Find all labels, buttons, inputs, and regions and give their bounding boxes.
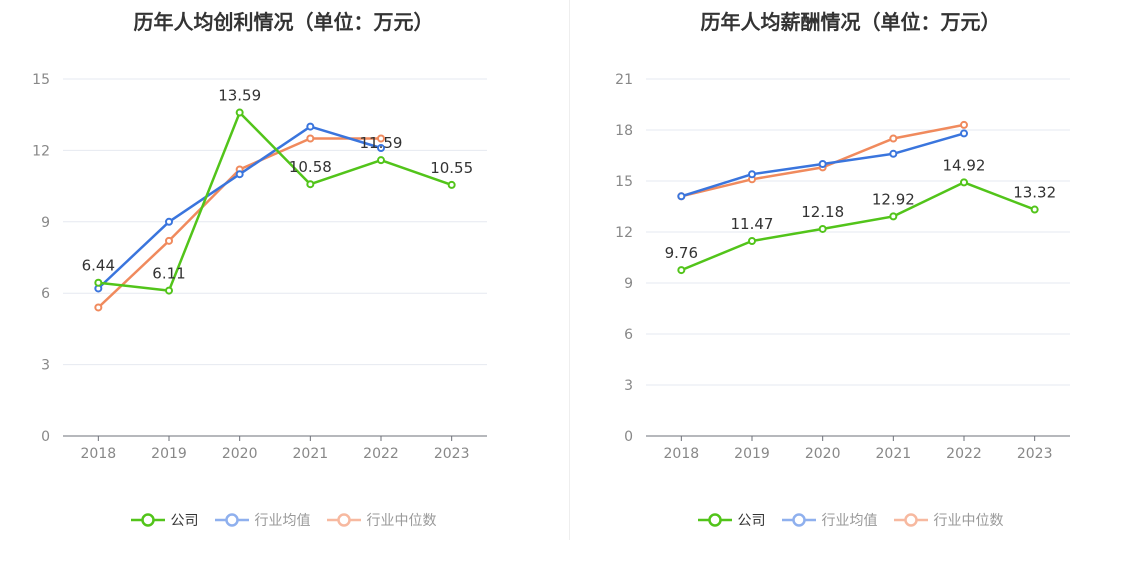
data-point	[235, 108, 244, 117]
legend-item-company[interactable]: 公司	[697, 510, 766, 530]
profit-per-capita-panel: 历年人均创利情况（单位：万元） 0 3 6 9 12 15 2018 2019 2020 2021…	[0, 10, 567, 530]
legend-line-icon	[893, 513, 928, 527]
x-tick-label: 2021	[293, 446, 329, 462]
data-point	[960, 120, 968, 129]
data-point	[677, 266, 686, 275]
data-point	[306, 122, 315, 131]
data-point	[165, 217, 173, 226]
data-label: 12.92	[872, 190, 915, 208]
series-line	[97, 137, 381, 309]
data-label: 12.18	[801, 203, 844, 221]
data-label: 10.58	[289, 158, 332, 176]
y-tick-label: 15	[615, 174, 633, 190]
profit-per-capita-chart: 0 3 6 9 12 15 2018 2019 2020 2021 2022 2023 6.44 6.11…	[32, 72, 487, 462]
panel-divider	[569, 0, 570, 540]
x-tick-label: 2018	[81, 446, 117, 462]
series-line	[680, 181, 1036, 272]
data-point	[306, 134, 315, 143]
data-point	[677, 192, 686, 201]
data-point	[447, 180, 456, 189]
data-point	[818, 160, 827, 168]
data-point	[306, 180, 315, 189]
data-label: 11.47	[731, 215, 774, 233]
y-tick-label: 9	[624, 276, 633, 292]
data-point	[165, 286, 173, 295]
x-tick-label: 2020	[222, 446, 258, 462]
data-point	[235, 170, 244, 179]
data-label: 6.44	[82, 257, 115, 275]
legend-line-icon	[326, 513, 361, 527]
legend-label: 行业中位数	[933, 513, 1004, 529]
legend-label: 行业均值	[254, 513, 311, 529]
x-tick-label: 2019	[734, 446, 770, 462]
data-point	[1030, 205, 1039, 214]
data-point	[377, 134, 385, 143]
legend-item-industry-median[interactable]: 行业中位数	[893, 510, 1004, 530]
y-tick-label: 12	[32, 143, 50, 159]
legend-label: 公司	[170, 513, 199, 529]
data-label: 6.11	[152, 265, 185, 283]
salary-per-capita-chart: 0 3 6 9 12 15 18 21 2018 2019 2020 2021 2022 2023 9.76…	[615, 72, 1070, 462]
x-tick-label: 2022	[363, 446, 399, 462]
y-tick-label: 21	[615, 72, 633, 88]
data-label: 9.76	[665, 244, 698, 262]
y-tick-label: 6	[624, 327, 633, 343]
x-tick-label: 2019	[151, 446, 187, 462]
legend-item-company[interactable]: 公司	[130, 510, 199, 530]
y-tick-label: 6	[41, 286, 50, 302]
y-tick-label: 0	[41, 429, 50, 445]
y-tick-label: 12	[615, 225, 633, 241]
data-point	[818, 224, 827, 233]
y-tick-label: 15	[32, 72, 50, 88]
chart-title: 历年人均薪酬情况（单位：万元）	[700, 10, 1001, 34]
data-point	[377, 156, 385, 165]
chart-legend: 公司 行业均值 行业中位数	[567, 510, 1134, 530]
data-point	[748, 170, 756, 179]
data-point	[748, 237, 756, 246]
data-label: 13.59	[218, 87, 261, 105]
data-label: 14.92	[943, 156, 986, 174]
salary-per-capita-panel: 历年人均薪酬情况（单位：万元） 0 3 6 9 12 15 18 21 2018 2019 2020…	[567, 0, 1134, 582]
data-label: 11.59	[360, 134, 403, 152]
y-tick-label: 3	[624, 378, 633, 394]
y-tick-label: 9	[41, 215, 50, 231]
legend-label: 行业中位数	[366, 513, 437, 529]
data-point	[165, 236, 173, 245]
data-point	[889, 149, 898, 158]
legend-line-icon	[214, 513, 249, 527]
x-tick-label: 2021	[876, 446, 912, 462]
series-line	[98, 111, 453, 292]
legend-line-icon	[781, 513, 816, 527]
x-tick-label: 2018	[664, 446, 700, 462]
chart-title: 历年人均创利情况（单位：万元）	[133, 10, 434, 34]
legend-item-industry-median[interactable]: 行业中位数	[326, 510, 437, 530]
data-label: 10.55	[430, 159, 473, 177]
chart-legend: 公司 行业均值 行业中位数	[0, 510, 567, 530]
data-point	[889, 134, 898, 143]
y-tick-label: 0	[624, 429, 633, 445]
data-label: 13.32	[1013, 184, 1056, 202]
data-point	[377, 144, 385, 153]
data-point	[960, 178, 968, 187]
x-tick-label: 2023	[434, 446, 470, 462]
legend-line-icon	[130, 513, 165, 527]
data-point	[94, 278, 103, 287]
x-tick-label: 2023	[1017, 446, 1053, 462]
x-tick-label: 2022	[946, 446, 982, 462]
legend-label: 公司	[737, 513, 766, 529]
legend-item-industry-mean[interactable]: 行业均值	[214, 510, 311, 530]
x-tick-label: 2020	[805, 446, 841, 462]
data-point	[960, 129, 968, 138]
legend-line-icon	[697, 513, 732, 527]
data-point	[94, 303, 103, 312]
y-tick-label: 3	[41, 358, 50, 374]
legend-item-industry-mean[interactable]: 行业均值	[781, 510, 878, 530]
data-point	[889, 212, 898, 221]
y-tick-label: 18	[615, 123, 633, 139]
legend-label: 行业均值	[821, 513, 878, 529]
